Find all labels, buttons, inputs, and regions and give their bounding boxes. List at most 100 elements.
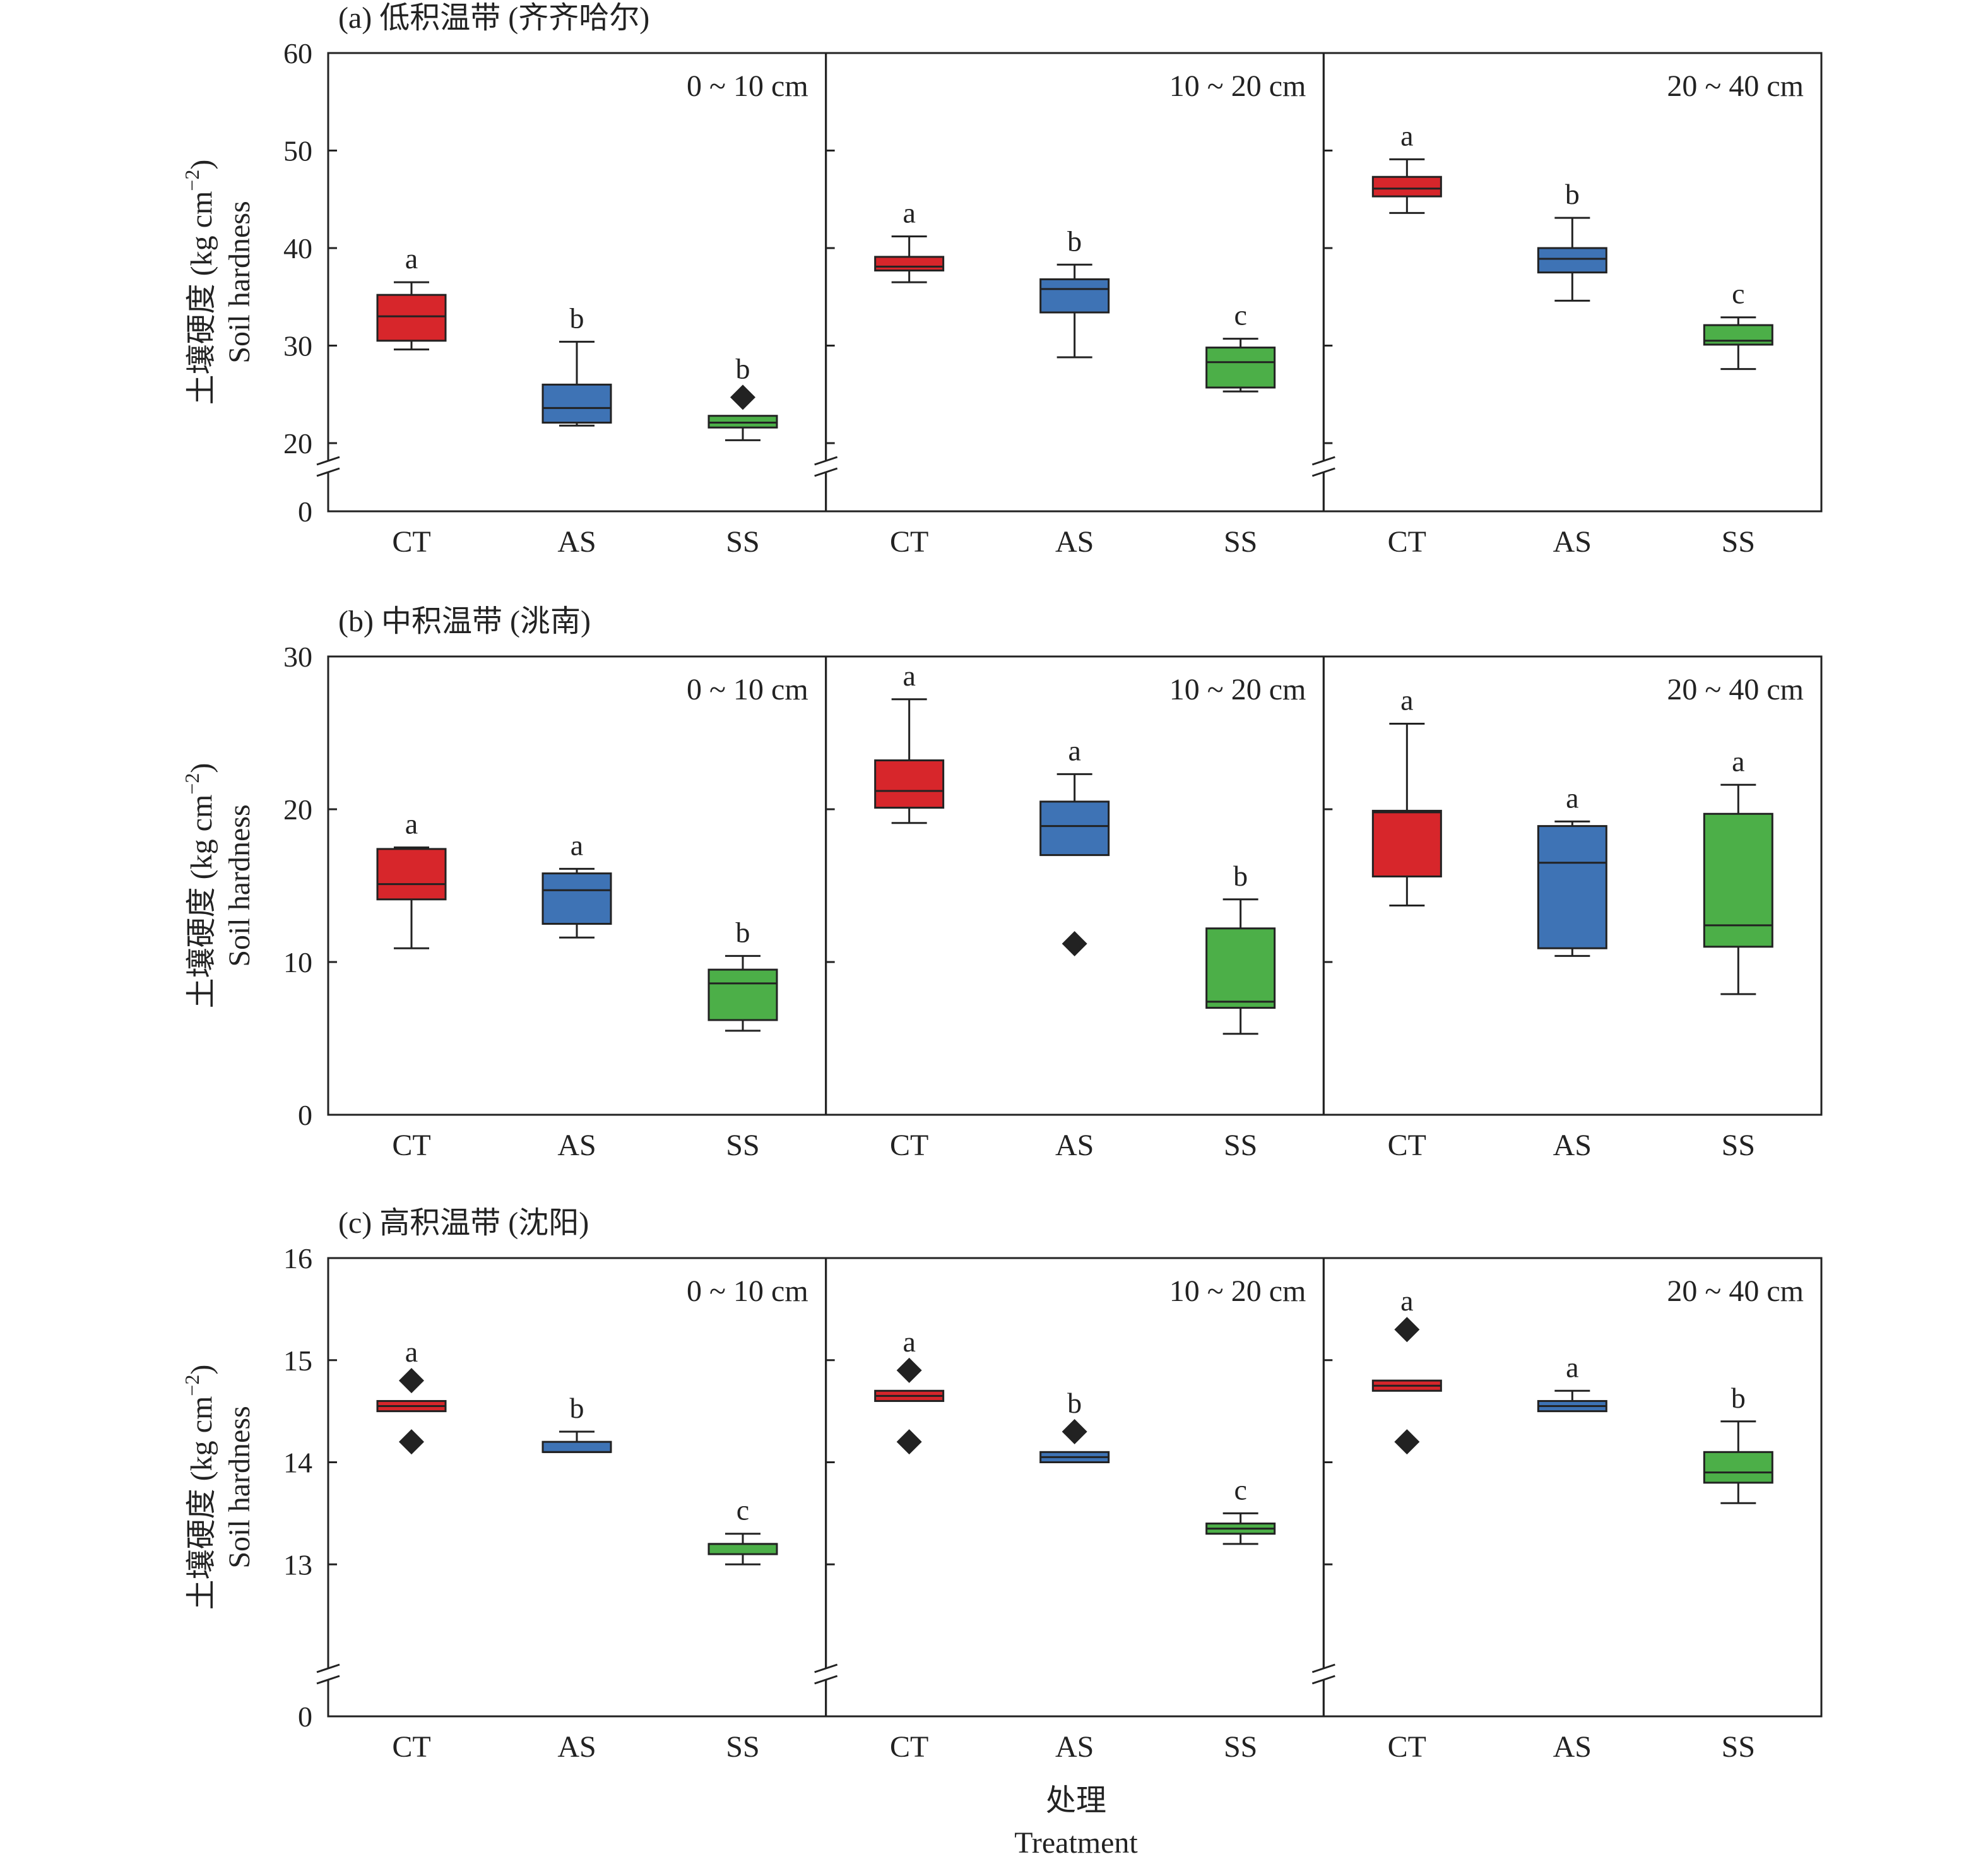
panel-2-0: 0 ~ 10 cm a CT b AS c SS: [316, 1257, 827, 1764]
significance-letter: b: [570, 1392, 584, 1424]
panel-0-1: 10 ~ 20 cm a CT b AS c SS: [814, 52, 1325, 559]
y-tick-label: 15: [283, 1345, 312, 1377]
axis-break-mark: [316, 467, 340, 477]
box-AS: a AS: [541, 829, 612, 1162]
significance-letter: a: [1400, 1285, 1413, 1317]
significance-letter: a: [405, 1336, 418, 1368]
y-tick-label: 13: [283, 1548, 312, 1581]
x-tick-label: AS: [1055, 1129, 1094, 1162]
x-tick-label: SS: [1224, 1129, 1257, 1162]
x-tick-label: SS: [1224, 1730, 1257, 1764]
x-tick-label: SS: [1722, 1129, 1755, 1162]
box-iqr: [376, 294, 447, 342]
x-tick-label: SS: [1224, 525, 1257, 559]
box-iqr: [1205, 347, 1276, 389]
box-iqr: [541, 383, 612, 424]
chart-title: (a) 低积温带 (齐齐哈尔): [338, 1, 649, 35]
depth-label: 10 ~ 20 cm: [1169, 673, 1306, 706]
significance-letter: c: [737, 1494, 749, 1526]
significance-letter: a: [902, 660, 915, 692]
panel-frame: [825, 1257, 1325, 1718]
x-tick-label: CT: [1388, 1730, 1426, 1764]
y-tick-label: 10: [283, 946, 312, 978]
y-tick-label: 20: [283, 793, 312, 826]
x-tick-label: SS: [1722, 1730, 1755, 1764]
chart-title: (c) 高积温带 (沈阳): [338, 1206, 589, 1240]
outlier-point: [1394, 1317, 1420, 1343]
axis-break-gap: [1313, 461, 1334, 472]
depth-label: 0 ~ 10 cm: [687, 673, 808, 706]
x-tick-label: AS: [557, 1129, 596, 1162]
box-CT: a CT: [874, 1326, 945, 1764]
box-SS: a SS: [1703, 745, 1773, 1162]
x-tick-label: CT: [1388, 525, 1426, 559]
depth-label: 20 ~ 40 cm: [1667, 69, 1804, 103]
x-tick-label: CT: [392, 525, 430, 559]
box-SS: c SS: [1205, 1473, 1276, 1764]
y-axis-label-cn: 土壤硬度 (kg cm−2): [180, 1365, 218, 1610]
box-iqr: [874, 256, 945, 272]
panel-frame: [327, 1257, 827, 1718]
axis-break-mark: [814, 1663, 838, 1673]
chart-row-1: (b) 中积温带 (洮南) 土壤硬度 (kg cm−2)Soil hardness…: [180, 605, 1823, 1162]
box-iqr: [1537, 247, 1607, 274]
panel-1-2: 20 ~ 40 cm a CT a AS a SS: [1322, 655, 1823, 1162]
axis-break-mark: [814, 467, 838, 477]
panel-frame: [825, 655, 1325, 1116]
y-tick-label: 14: [283, 1447, 312, 1479]
box-AS: b AS: [1039, 225, 1110, 559]
axis-break-mark: [1311, 467, 1335, 477]
box-iqr: [1703, 1451, 1773, 1484]
x-tick-label: AS: [1553, 1730, 1592, 1764]
significance-letter: a: [405, 242, 418, 275]
y-tick-label: 20: [283, 427, 312, 460]
y-tick-label: 50: [283, 135, 312, 167]
chart-row-0: (a) 低积温带 (齐齐哈尔) 土壤硬度 (kg cm−2)Soil hardne…: [180, 1, 1823, 559]
x-tick-label: SS: [726, 525, 759, 559]
significance-letter: a: [1068, 734, 1080, 766]
axis-break-mark: [316, 1675, 340, 1685]
depth-label: 10 ~ 20 cm: [1169, 1274, 1306, 1308]
box-iqr: [707, 415, 778, 429]
outlier-point: [896, 1429, 922, 1455]
panel-2-1: 10 ~ 20 cm a CT b AS c SS: [814, 1257, 1325, 1764]
box-CT: a CT: [874, 660, 945, 1162]
panel-frame: [1322, 52, 1823, 513]
box-SS: c SS: [707, 1494, 778, 1764]
box-iqr: [1537, 825, 1607, 949]
box-CT: a CT: [376, 242, 447, 559]
significance-letter: a: [902, 1326, 915, 1358]
x-tick-label: SS: [1722, 525, 1755, 559]
y-tick-label: 0: [298, 1099, 312, 1131]
box-CT: a CT: [874, 196, 945, 559]
box-CT: a CT: [1371, 119, 1442, 559]
significance-letter: a: [405, 808, 418, 840]
box-SS: b SS: [707, 352, 778, 559]
box-CT: a CT: [376, 1336, 447, 1764]
panel-frame: [1322, 1257, 1823, 1718]
axis-break-mark: [814, 1675, 838, 1685]
significance-letter: a: [1400, 684, 1413, 716]
box-iqr: [707, 1543, 778, 1555]
box-SS: c SS: [1205, 299, 1276, 559]
box-iqr: [1371, 175, 1442, 198]
x-tick-label: CT: [890, 1730, 928, 1764]
significance-letter: b: [570, 302, 584, 334]
y-axis-label-en: Soil hardness: [223, 201, 256, 363]
y-axis-label-en: Soil hardness: [223, 1406, 256, 1568]
box-SS: b SS: [1205, 860, 1276, 1162]
x-tick-label: AS: [557, 1730, 596, 1764]
axis-break-mark: [1311, 1675, 1335, 1685]
significance-letter: c: [1234, 299, 1246, 331]
significance-letter: b: [1731, 1382, 1746, 1414]
box-AS: a AS: [1039, 734, 1110, 1162]
axis-break-mark: [316, 1663, 340, 1673]
chart-row-2: (c) 高积温带 (沈阳) 土壤硬度 (kg cm−2)Soil hardness…: [180, 1206, 1823, 1764]
y-axis-label-cn: 土壤硬度 (kg cm−2): [180, 160, 218, 405]
depth-label: 0 ~ 10 cm: [687, 69, 808, 103]
x-tick-label: AS: [1055, 1730, 1094, 1764]
outlier-point: [1062, 1418, 1087, 1444]
box-iqr: [707, 968, 778, 1021]
box-iqr: [1703, 812, 1773, 948]
